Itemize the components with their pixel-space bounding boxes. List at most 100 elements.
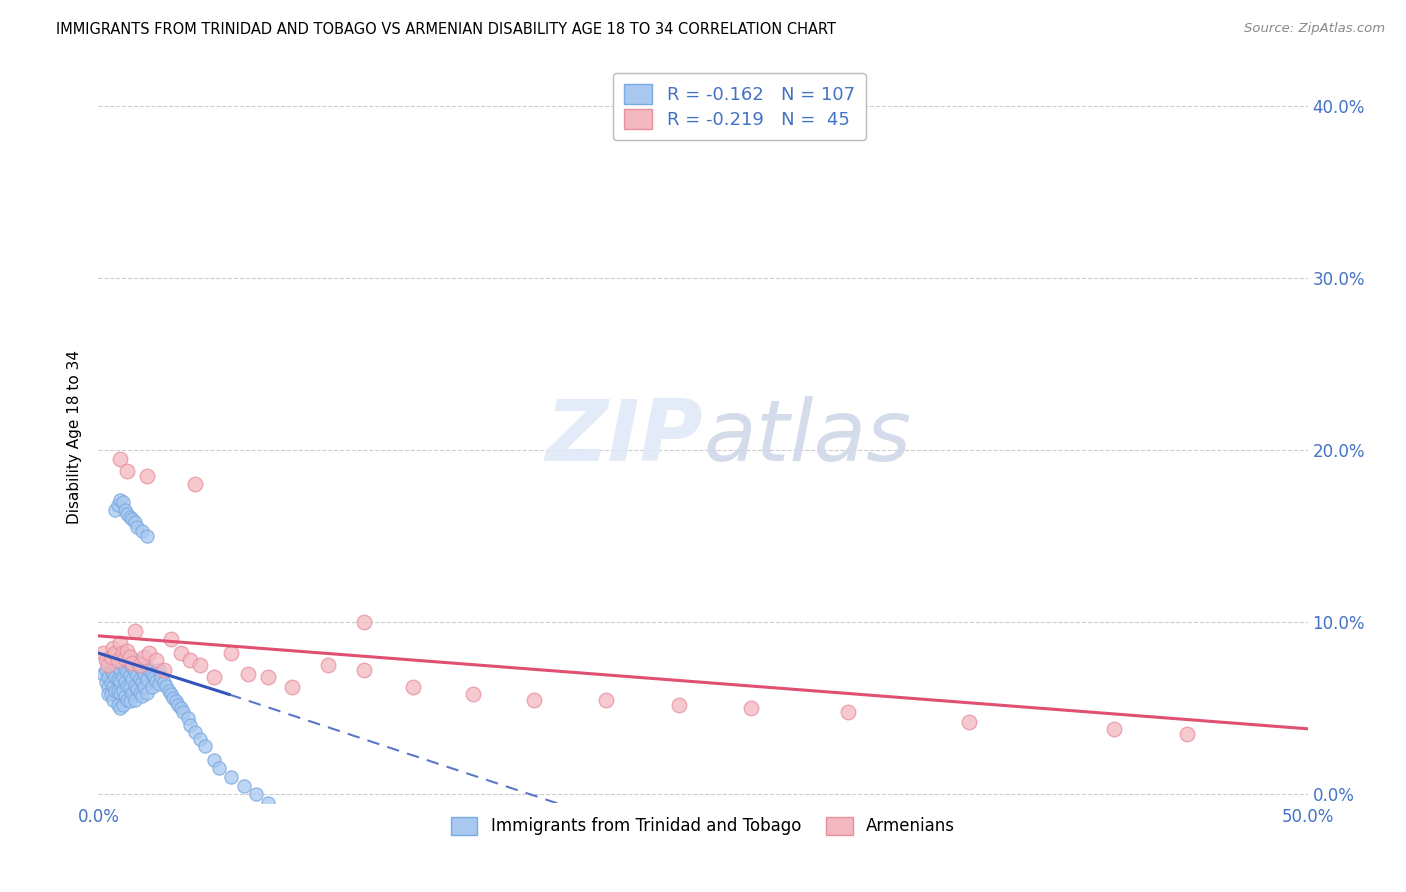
Point [1175, 727, 1198, 741]
Point [100, 675, 122, 690]
Point [114, 662, 136, 676]
Point [101, 666, 124, 681]
Point [101, 679, 124, 693]
Point [107, 653, 129, 667]
Point [124, 679, 146, 693]
Point [104, 684, 127, 698]
Point [179, 718, 201, 732]
Point [177, 711, 200, 725]
Point [353, 615, 375, 629]
Point [107, 498, 129, 512]
Point [221, 646, 243, 660]
Point [232, 779, 254, 793]
Point [127, 682, 149, 697]
Point [1102, 722, 1125, 736]
Point [107, 649, 129, 664]
Point [101, 640, 124, 655]
Text: atlas: atlas [703, 395, 911, 479]
Point [111, 684, 134, 698]
Point [97, 658, 120, 673]
Point [108, 662, 131, 676]
Point [121, 512, 143, 526]
Point [221, 770, 243, 784]
Point [117, 653, 139, 667]
Point [107, 660, 129, 674]
Point [118, 694, 141, 708]
Point [134, 681, 156, 695]
Point [111, 646, 134, 660]
Point [118, 649, 141, 664]
Text: IMMIGRANTS FROM TRINIDAD AND TOBAGO VS ARMENIAN DISABILITY AGE 18 TO 34 CORRELAT: IMMIGRANTS FROM TRINIDAD AND TOBAGO VS A… [56, 22, 837, 37]
Point [165, 694, 187, 708]
Point [114, 675, 136, 690]
Point [124, 624, 146, 638]
Point [135, 660, 157, 674]
Point [108, 451, 131, 466]
Point [131, 689, 153, 703]
Point [107, 672, 129, 686]
Point [179, 653, 201, 667]
Point [128, 686, 150, 700]
Point [134, 666, 156, 681]
Point [104, 646, 127, 660]
Point [111, 698, 134, 712]
Point [957, 714, 980, 729]
Point [128, 672, 150, 686]
Point [523, 692, 546, 706]
Point [131, 663, 153, 677]
Point [121, 672, 143, 686]
Point [100, 653, 122, 667]
Point [117, 464, 139, 478]
Point [128, 658, 150, 673]
Point [128, 660, 150, 674]
Point [281, 681, 304, 695]
Point [167, 698, 190, 712]
Point [104, 658, 127, 673]
Point [124, 653, 146, 667]
Point [316, 658, 339, 673]
Point [121, 657, 143, 671]
Point [91, 646, 114, 660]
Point [97, 687, 120, 701]
Point [94, 663, 117, 677]
Point [111, 658, 134, 673]
Point [148, 677, 170, 691]
Point [184, 725, 207, 739]
Point [131, 524, 153, 538]
Point [188, 658, 211, 673]
Point [124, 516, 146, 530]
Point [100, 649, 122, 664]
Point [172, 705, 194, 719]
Point [114, 689, 136, 703]
Point [152, 663, 174, 677]
Point [595, 692, 617, 706]
Point [141, 681, 163, 695]
Point [104, 646, 127, 660]
Point [97, 670, 120, 684]
Point [145, 653, 167, 667]
Point [108, 651, 131, 665]
Point [108, 686, 131, 700]
Point [138, 663, 160, 677]
Point [101, 692, 124, 706]
Point [107, 684, 129, 698]
Point [204, 670, 226, 684]
Point [118, 681, 141, 695]
Point [141, 666, 163, 681]
Point [117, 507, 139, 521]
Point [740, 701, 762, 715]
Point [118, 657, 141, 671]
Point [108, 636, 131, 650]
Point [238, 666, 260, 681]
Point [94, 653, 117, 667]
Point [100, 687, 122, 701]
Point [91, 666, 114, 681]
Point [117, 679, 139, 693]
Point [108, 701, 131, 715]
Point [111, 494, 134, 508]
Point [463, 687, 485, 701]
Point [143, 670, 166, 684]
Point [160, 687, 183, 701]
Point [188, 732, 211, 747]
Point [155, 679, 177, 693]
